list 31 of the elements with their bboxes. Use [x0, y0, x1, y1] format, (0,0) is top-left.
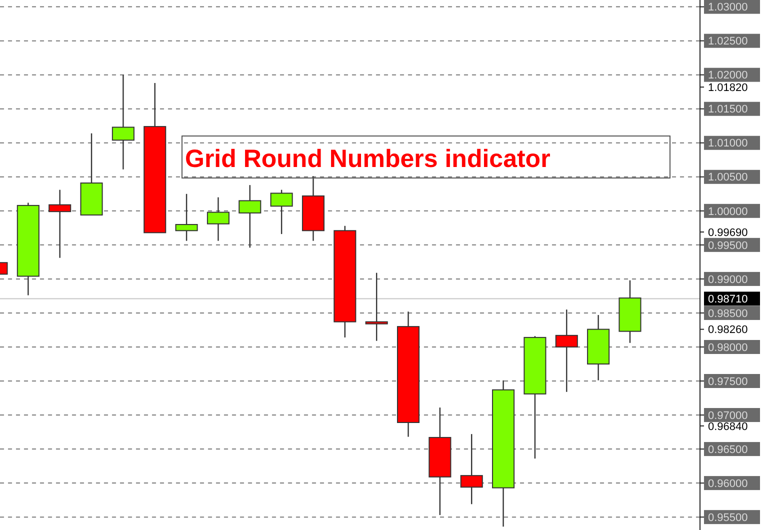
y-tick-label: 1.00000 — [708, 206, 748, 218]
candlestick — [460, 433, 483, 505]
y-tick-label: 1.02000 — [708, 70, 748, 82]
y-tick-label: 0.96840 — [708, 420, 748, 433]
y-tick-label: 0.97000 — [708, 410, 748, 422]
y-tick-label: 1.00500 — [708, 172, 748, 184]
candlestick — [175, 193, 198, 242]
candlestick — [365, 272, 388, 342]
y-tick-label: 1.01500 — [708, 104, 748, 116]
y-tick-label: 1.01820 — [708, 82, 748, 94]
y-tick-label: 0.96000 — [708, 478, 748, 490]
candlestick — [555, 308, 578, 392]
y-tick-label: 0.98500 — [708, 308, 748, 320]
y-tick-label: 0.97500 — [708, 376, 748, 388]
y-tick-label: 0.99000 — [708, 274, 748, 286]
y-tick-label: 1.01000 — [708, 138, 748, 150]
y-tick-label: 1.03000 — [708, 2, 748, 14]
candlestick — [238, 184, 262, 248]
candlestick — [270, 189, 293, 235]
y-tick-label: 0.99500 — [708, 240, 748, 252]
annotation: Grid Round Numbers indicator — [185, 145, 551, 173]
candlestick — [48, 189, 72, 258]
y-tick-label: 0.99690 — [708, 226, 748, 239]
candlestick — [112, 74, 134, 170]
y-tick-label: 1.02500 — [708, 36, 748, 48]
candlestick — [206, 196, 230, 242]
y-tick-label: 0.95500 — [708, 512, 748, 524]
y-tick-label: 0.96500 — [708, 444, 748, 456]
y-tick-label: 0.98000 — [708, 342, 748, 354]
ref-line-label: 0.98710 — [708, 294, 748, 306]
y-tick-label: 0.98260 — [708, 324, 748, 336]
